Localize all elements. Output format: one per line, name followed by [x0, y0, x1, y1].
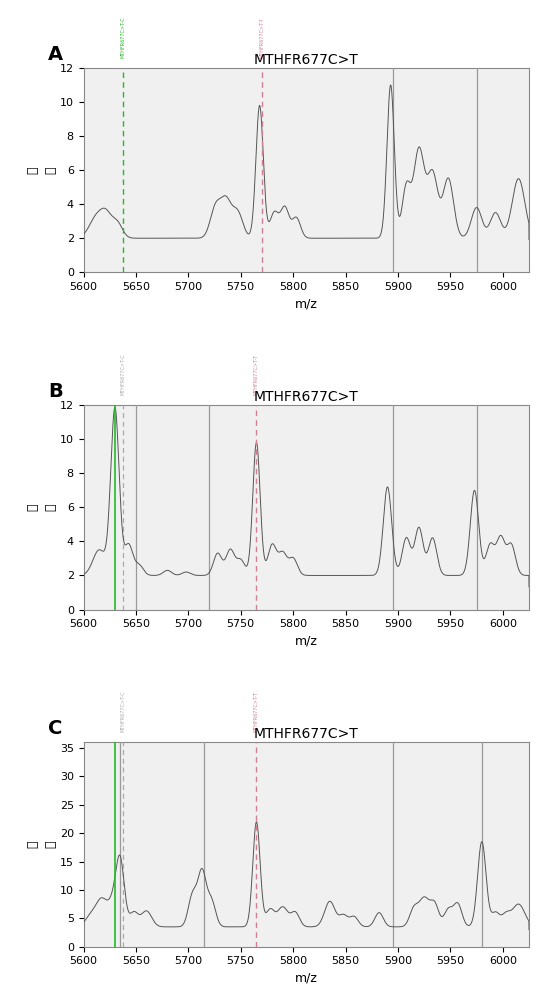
Title: MTHFR677C>T: MTHFR677C>T [254, 390, 358, 404]
Text: B: B [48, 382, 63, 401]
Text: A: A [48, 45, 63, 64]
Y-axis label: 强
度: 强 度 [26, 504, 57, 511]
Text: MTHFR677C>T-T: MTHFR677C>T-T [254, 354, 259, 395]
X-axis label: m/z: m/z [295, 972, 318, 985]
Title: MTHFR677C>T: MTHFR677C>T [254, 53, 358, 67]
Text: C: C [48, 719, 62, 738]
Y-axis label: 强
度: 强 度 [26, 166, 57, 174]
Text: MTHFR677C>T-C: MTHFR677C>T-C [121, 16, 126, 58]
X-axis label: m/z: m/z [295, 635, 318, 648]
Y-axis label: 强
度: 强 度 [26, 841, 57, 848]
Text: MTHFR677C>T-T: MTHFR677C>T-T [259, 17, 264, 58]
Title: MTHFR677C>T: MTHFR677C>T [254, 727, 358, 741]
X-axis label: m/z: m/z [295, 298, 318, 311]
Text: MTHFR677C>T-C: MTHFR677C>T-C [121, 353, 126, 395]
Text: MTHFR677C>T-T: MTHFR677C>T-T [254, 691, 259, 732]
Text: MTHFR677C>T-C: MTHFR677C>T-C [121, 691, 126, 732]
